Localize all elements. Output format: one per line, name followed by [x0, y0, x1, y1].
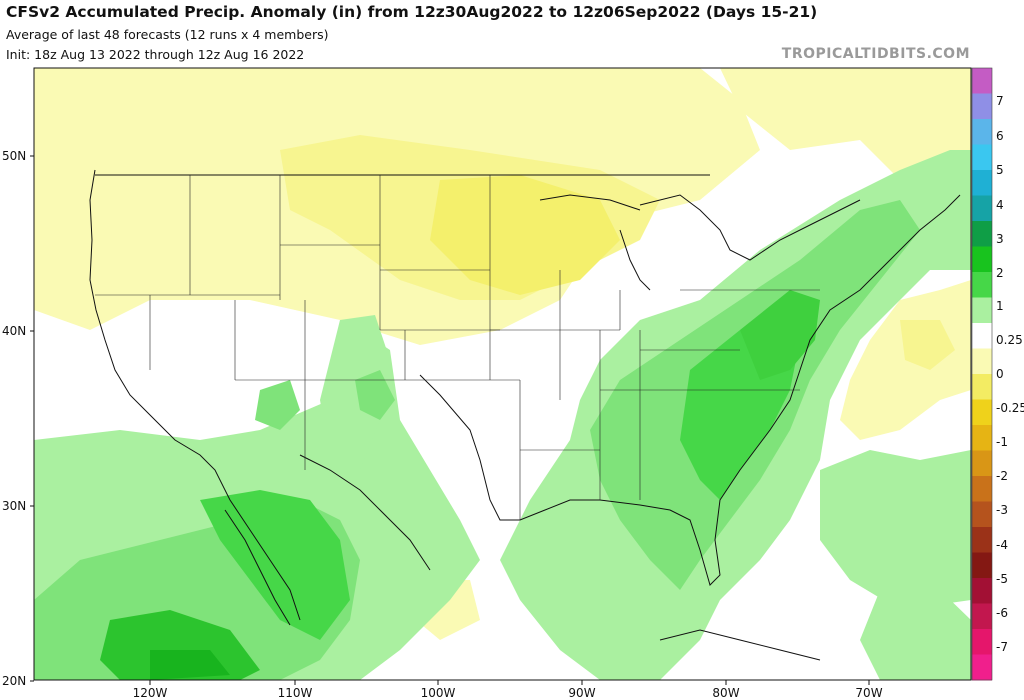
lon-label-70w: 70W [855, 686, 882, 700]
latitude-axis: 50N 40N 30N 20N [2, 149, 34, 688]
lat-label-30n: 30N [2, 499, 26, 513]
colorbar-swatch [972, 272, 992, 298]
wet-anomaly-fields [34, 150, 971, 680]
lat-label-50n: 50N [2, 149, 26, 163]
colorbar-swatch [972, 552, 992, 579]
colorbar-label: -3 [996, 503, 1008, 517]
colorbar-swatch [972, 348, 992, 375]
colorbar-swatch [972, 476, 992, 502]
colorbar-swatch [972, 297, 992, 324]
state-borders [95, 175, 820, 520]
lat-label-20n: 20N [2, 674, 26, 688]
colorbar-swatch [972, 603, 992, 630]
colorbar-label: 5 [996, 163, 1004, 177]
init-time: Init: 18z Aug 13 2022 through 12z Aug 16… [6, 47, 305, 62]
colorbar-swatch [972, 323, 992, 349]
lon-label-90w: 90W [568, 686, 595, 700]
boundaries [89, 169, 961, 661]
map-panel [34, 68, 971, 680]
colorbar-label: -1 [996, 435, 1008, 449]
colorbar-swatch [972, 501, 992, 528]
colorbar-swatch [972, 221, 992, 247]
colorbar-swatch [972, 170, 992, 196]
lon-label-110w: 110W [278, 686, 313, 700]
colorbar-label: 2 [996, 266, 1004, 280]
colorbar-swatch [972, 578, 992, 604]
colorbar-label: 0.25 [996, 333, 1023, 347]
lon-label-100w: 100W [421, 686, 456, 700]
colorbar-label: -4 [996, 538, 1008, 552]
longitude-axis: 120W 110W 100W 90W 80W 70W [133, 680, 883, 700]
colorbar-swatch [972, 68, 992, 94]
colorbar-swatch [972, 144, 992, 171]
colorbar-swatch [972, 119, 992, 145]
colorbar-label: 3 [996, 232, 1004, 246]
colorbar-swatch [972, 450, 992, 477]
colorbar-label: -2 [996, 469, 1008, 483]
colorbar-label: 0 [996, 367, 1004, 381]
lat-label-40n: 40N [2, 324, 26, 338]
map-subtitle: Average of last 48 forecasts (12 runs x … [6, 27, 329, 42]
colorbar-swatch [972, 425, 992, 451]
colorbar-label: -0.25 [996, 401, 1024, 415]
lon-label-120w: 120W [133, 686, 168, 700]
map-frame [33, 67, 972, 681]
colorbar: 7 6 5 4 3 2 1 0.25 0 -0.25 -1 -2 -3 -4 -5 -6 -7 [971, 67, 1024, 681]
colorbar-swatch [972, 629, 992, 655]
colorbar-swatch [972, 527, 992, 553]
colorbar-label: -7 [996, 640, 1008, 654]
colorbar-label: 6 [996, 129, 1004, 143]
colorbar-border [971, 67, 993, 681]
colorbar-swatch [972, 246, 992, 273]
colorbar-label: 7 [996, 94, 1004, 108]
colorbar-swatch [972, 399, 992, 426]
colorbar-swatch [972, 93, 992, 120]
colorbar-swatch [972, 654, 992, 681]
colorbar-label: 1 [996, 299, 1004, 313]
colorbar-label: -5 [996, 572, 1008, 586]
colorbar-swatch [972, 195, 992, 222]
colorbar-label: 4 [996, 198, 1004, 212]
colorbar-swatch [972, 374, 992, 400]
site-credit: TROPICALTIDBITS.COM [781, 46, 970, 62]
lon-label-80w: 80W [712, 686, 739, 700]
colorbar-label: -6 [996, 606, 1008, 620]
map-title: CFSv2 Accumulated Precip. Anomaly (in) f… [6, 3, 818, 21]
